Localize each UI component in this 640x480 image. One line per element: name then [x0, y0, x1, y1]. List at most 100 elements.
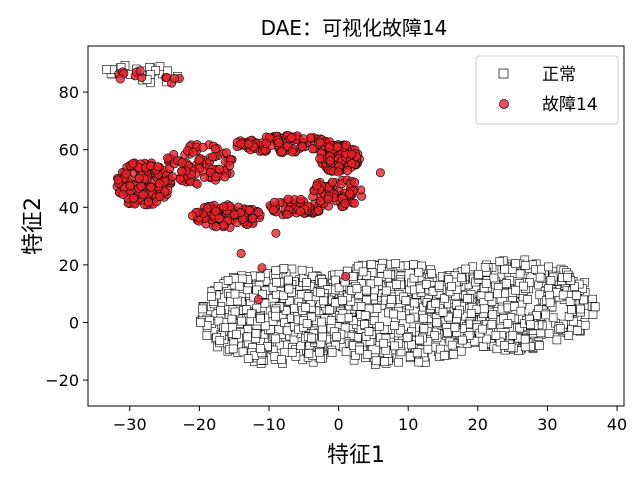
scatter-point: [520, 334, 530, 344]
scatter-point: [121, 169, 131, 179]
scatter-point: [474, 270, 483, 279]
scatter-point: [207, 292, 216, 301]
scatter-point: [155, 192, 165, 202]
scatter-point: [409, 298, 419, 308]
scatter-point: [340, 199, 350, 209]
scatter-point: [422, 279, 431, 289]
scatter-point: [138, 190, 148, 200]
scatter-point: [544, 329, 554, 338]
scatter-point: [175, 174, 185, 184]
scatter-point: [405, 314, 415, 324]
scatter-point: [344, 313, 353, 323]
scatter-point: [290, 303, 299, 313]
scatter-point: [376, 263, 386, 273]
y-tick-label: 20: [59, 256, 79, 275]
scatter-point: [163, 153, 173, 163]
scatter-point: [228, 344, 238, 354]
scatter-point: [317, 317, 326, 327]
scatter-point: [458, 335, 467, 345]
scatter-point: [478, 342, 488, 351]
scatter-point: [342, 166, 352, 176]
scatter-point: [366, 260, 376, 269]
scatter-point: [503, 319, 513, 329]
scatter-point: [463, 294, 472, 303]
scatter-point: [284, 275, 293, 285]
scatter-point: [256, 314, 265, 323]
scatter-point: [579, 295, 588, 305]
series-1: [112, 66, 385, 304]
scatter-point: [198, 142, 208, 152]
scatter-point: [434, 280, 444, 290]
scatter-point: [431, 298, 440, 308]
scatter-point: [481, 279, 491, 288]
scatter-point: [394, 357, 404, 367]
scatter-point: [347, 159, 357, 169]
scatter-point: [440, 351, 449, 360]
scatter-point: [330, 275, 340, 285]
scatter-point: [440, 294, 449, 303]
scatter-point: [349, 198, 359, 208]
scatter-point: [572, 291, 581, 300]
scatter-point: [390, 341, 400, 351]
scatter-point: [125, 181, 135, 191]
scatter-point: [214, 213, 224, 223]
scatter-point: [449, 349, 458, 359]
scatter-point: [213, 281, 223, 291]
scatter-point: [248, 213, 258, 223]
scatter-point: [236, 248, 246, 258]
scatter-point: [302, 278, 311, 287]
scatter-point: [202, 331, 212, 340]
scatter-point: [210, 144, 220, 154]
scatter-point: [269, 197, 279, 207]
scatter-point: [315, 288, 325, 297]
y-tick-label: 40: [59, 198, 79, 217]
scatter-point: [271, 311, 281, 321]
scatter-point: [461, 264, 470, 274]
scatter-point: [334, 283, 344, 293]
scatter-point: [484, 292, 494, 301]
scatter-point: [280, 348, 290, 357]
scatter-point: [215, 336, 225, 345]
scatter-point: [287, 348, 297, 357]
scatter-point: [409, 273, 419, 283]
scatter-point: [118, 190, 128, 200]
legend-label-fault: 故障14: [542, 95, 598, 115]
scatter-point: [324, 143, 334, 153]
scatter-point: [508, 330, 518, 340]
scatter-point: [302, 319, 312, 328]
x-tick-label: 10: [398, 415, 418, 434]
scatter-point: [243, 354, 253, 364]
scatter-point: [389, 309, 398, 319]
scatter-point: [327, 347, 337, 357]
scatter-point: [134, 173, 144, 183]
scatter-point: [511, 285, 520, 295]
scatter-point: [555, 324, 565, 333]
legend-label-normal: 正常: [542, 65, 576, 85]
scatter-point: [330, 298, 340, 308]
scatter-point: [415, 284, 425, 294]
scatter-point: [282, 326, 292, 336]
scatter-point: [307, 312, 316, 322]
scatter-point: [277, 147, 287, 157]
scatter-point: [268, 205, 278, 215]
y-tick-label: 0: [69, 313, 79, 332]
scatter-point: [102, 65, 111, 74]
axes-frame: [87, 45, 625, 407]
scatter-point: [419, 313, 429, 323]
scatter-point: [453, 309, 462, 319]
scatter-point: [373, 277, 383, 286]
scatter-point: [277, 355, 286, 364]
x-tick-label: 0: [334, 415, 344, 434]
scatter-point: [364, 327, 374, 337]
scatter-point: [220, 172, 230, 182]
scatter-point: [480, 263, 490, 272]
scatter-point: [283, 194, 293, 204]
scatter-point: [565, 297, 575, 306]
scatter-point: [170, 74, 180, 84]
scatter-point: [360, 310, 370, 320]
x-axis-label: 特征1: [327, 443, 385, 468]
scatter-point: [260, 321, 270, 331]
scatter-point: [219, 202, 229, 212]
scatter-point: [196, 318, 205, 327]
x-axis: −30 −20 −10 0 10 20 30 40: [113, 406, 627, 434]
